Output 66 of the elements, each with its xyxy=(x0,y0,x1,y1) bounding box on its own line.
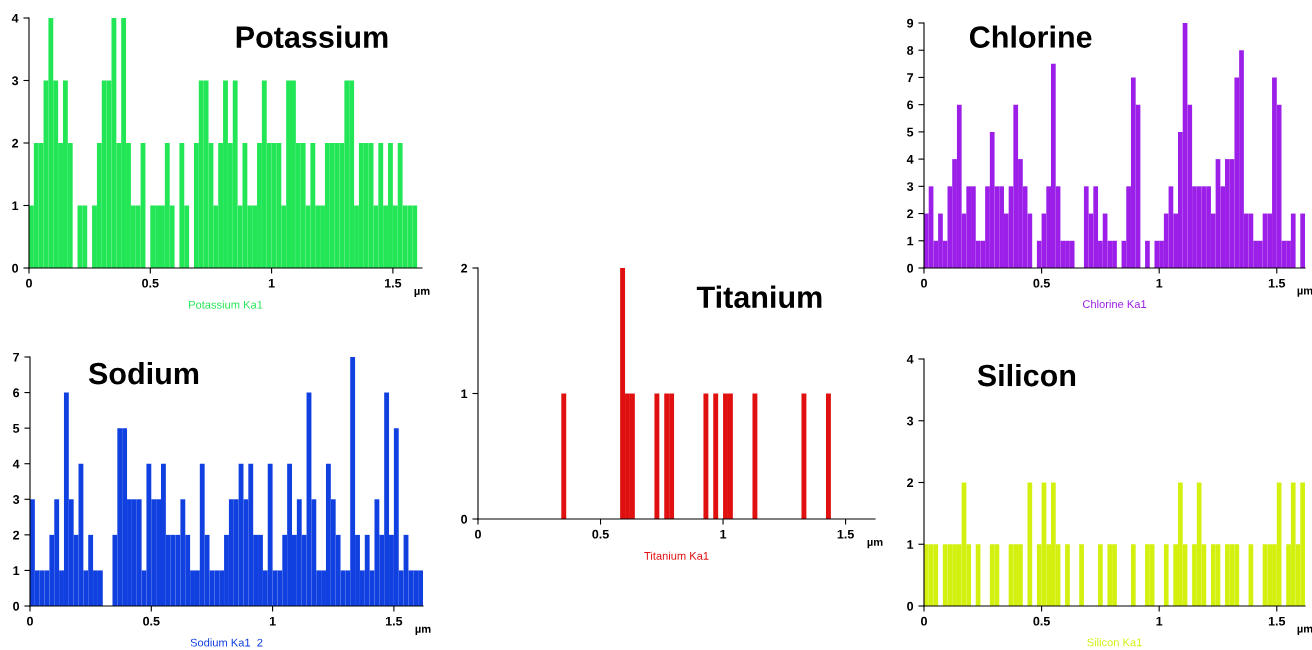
y-tick-label: 0 xyxy=(12,263,19,273)
y-tick-label: 1 xyxy=(907,236,914,246)
y-tick-label: 2 xyxy=(907,478,914,488)
x-tick-label: 0 xyxy=(26,278,32,288)
x-tick-label: 1.5 xyxy=(384,278,402,288)
x-tick-label: 1 xyxy=(1156,278,1163,288)
x-tick-label: 1.5 xyxy=(1268,278,1286,288)
x-tick-label: 0.5 xyxy=(1033,616,1050,626)
y-tick-label: 6 xyxy=(13,388,20,398)
x-tick-label: 1.5 xyxy=(837,529,854,539)
x-tick-label: 1 xyxy=(268,278,275,288)
y-tick-label: 3 xyxy=(12,495,20,504)
y-tick-label: 1 xyxy=(13,566,20,575)
y-tick-label: 6 xyxy=(907,100,914,110)
y-tick-label: 9 xyxy=(907,18,914,28)
y-tick-label: 3 xyxy=(11,76,19,86)
y-tick-label: 3 xyxy=(906,182,914,191)
text: Chlorine Ka1 xyxy=(1082,299,1147,309)
x-tick-label: 1 xyxy=(1156,616,1163,626)
x-axis-title: µm xyxy=(415,626,431,636)
y-tick-label: 0 xyxy=(907,263,914,273)
x-tick-label: 0 xyxy=(921,278,927,288)
y-tick-label: 1 xyxy=(461,389,468,399)
chart-title: Chlorine xyxy=(969,25,1092,48)
x-tick-label: 0 xyxy=(475,529,481,539)
y-tick-label: 8 xyxy=(907,46,914,55)
y-tick-label: 2 xyxy=(13,530,20,540)
y-tick-label: 4 xyxy=(906,354,914,364)
chart-title: Potassium xyxy=(236,25,388,48)
y-tick-label: 0 xyxy=(461,514,468,524)
text: Titanium Ka1 xyxy=(644,551,709,560)
y-tick-label: 5 xyxy=(13,424,20,433)
y-tick-label: 2 xyxy=(461,263,468,273)
y-tick-label: 1 xyxy=(12,201,19,211)
y-tick-label: 7 xyxy=(13,352,20,362)
y-tick-label: 0 xyxy=(13,601,20,611)
y-tick-label: 3 xyxy=(906,416,914,426)
x-tick-label: 0 xyxy=(27,616,33,626)
y-tick-label: 4 xyxy=(906,155,914,164)
chart-title: Silicon xyxy=(977,363,1076,387)
y-tick-label: 4 xyxy=(11,13,19,23)
x-tick-label: 0.5 xyxy=(143,616,160,626)
x-tick-label: 1 xyxy=(720,529,727,539)
y-tick-label: 1 xyxy=(907,540,914,549)
x-axis-title: µm xyxy=(1297,626,1312,635)
x-axis-title: µm xyxy=(414,288,430,298)
x-tick-label: 1.5 xyxy=(1268,616,1286,626)
text: Sodium Ka1 2 xyxy=(190,638,263,647)
y-tick-label: 2 xyxy=(907,209,914,219)
x-tick-label: 0.5 xyxy=(1033,278,1050,288)
x-tick-label: 1.5 xyxy=(385,616,403,626)
x-axis-title: µm xyxy=(867,539,883,549)
y-tick-label: 0 xyxy=(907,601,914,611)
y-tick-label: 2 xyxy=(12,138,19,148)
x-tick-label: 0.5 xyxy=(142,278,159,288)
chart-title: Titanium xyxy=(696,285,822,309)
text: Silicon Ka1 xyxy=(1087,638,1142,647)
x-tick-label: 0 xyxy=(921,616,927,626)
x-tick-label: 0.5 xyxy=(592,529,609,539)
chart-title: Sodium xyxy=(88,361,199,385)
x-axis-title: µm xyxy=(1297,288,1312,297)
y-tick-label: 7 xyxy=(907,73,914,82)
y-tick-label: 5 xyxy=(907,127,914,137)
x-tick-label: 1 xyxy=(269,616,276,626)
y-tick-label: 4 xyxy=(12,459,20,469)
text: Potassium Ka1 xyxy=(189,300,263,309)
